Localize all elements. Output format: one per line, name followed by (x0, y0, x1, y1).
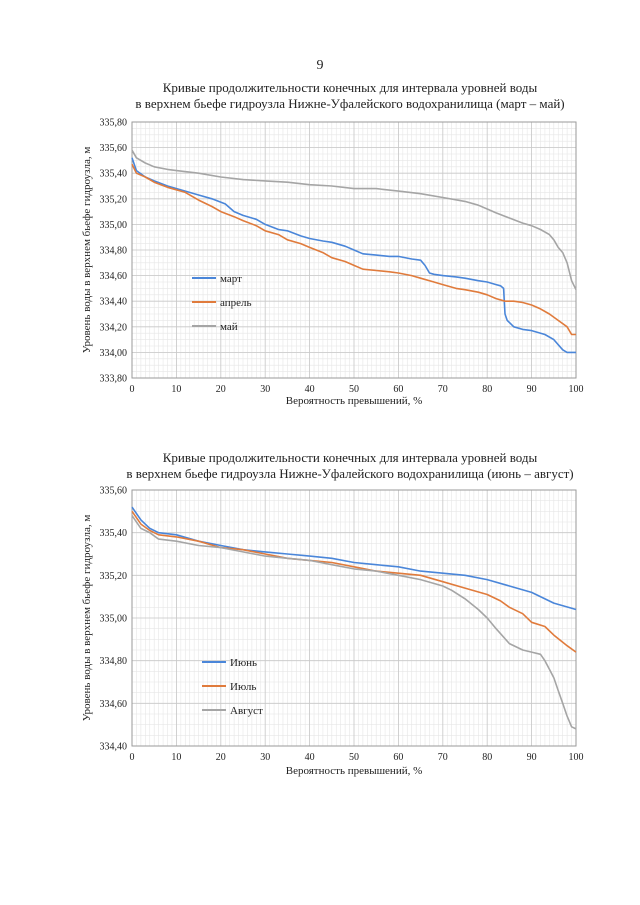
legend: Июнь Июль Август (202, 657, 263, 717)
y-tick-label: 335,20 (100, 194, 128, 205)
y-axis-title: Уровень воды в верхнем бьефе гидроузла, … (81, 147, 93, 354)
plot-area-border (131, 489, 577, 747)
chart-title-line-2: в верхнем бьефе гидроузла Нижне-Уфалейск… (126, 466, 574, 481)
x-tick-label: 100 (569, 752, 584, 763)
y-tick-label: 335,40 (100, 528, 128, 539)
x-tick-label: 10 (171, 752, 181, 763)
chart-title-line-1: Кривые продолжительности конечных для ин… (162, 80, 538, 95)
series-line-2 (131, 163, 576, 336)
x-tick-label: 70 (438, 384, 448, 395)
x-tick-label: 30 (260, 752, 270, 763)
chart-title: Кривые продолжительности конечных для ин… (70, 80, 630, 112)
series-line-3 (131, 515, 577, 730)
x-tick-label: 0 (130, 384, 135, 395)
chart-title-line-1: Кривые продолжительности конечных для ин… (162, 450, 538, 465)
x-tick-label: 90 (527, 384, 537, 395)
legend-label-2: Июль (230, 681, 256, 693)
x-tick-label: 0 (130, 752, 135, 763)
y-axis-title: Уровень воды в верхнем бьефе гидроузла, … (81, 515, 93, 722)
legend-label-3: май (220, 321, 238, 333)
gridlines (131, 121, 577, 379)
chart-march-may: Кривые продолжительности конечных для ин… (70, 80, 630, 450)
x-tick-label: 70 (438, 752, 448, 763)
x-tick-label: 80 (482, 752, 492, 763)
x-tick-label: 60 (393, 384, 403, 395)
x-tick-label: 50 (349, 752, 359, 763)
x-tick-label: 40 (305, 752, 315, 763)
x-axis-title: Вероятность превышений, % (286, 395, 423, 407)
y-tick-label: 334,60 (100, 699, 128, 710)
plot-area-border (131, 121, 577, 379)
y-tick-label: 334,20 (100, 322, 128, 333)
y-tick-label: 335,60 (100, 486, 128, 497)
x-tick-label: 90 (527, 752, 537, 763)
chart-june-august: Кривые продолжительности конечных для ин… (70, 450, 630, 822)
page-number: 9 (316, 58, 324, 73)
x-tick-label: 20 (216, 384, 226, 395)
x-tick-label: 50 (349, 384, 359, 395)
legend: март апрель май (192, 273, 252, 333)
chart-title-line-2: в верхнем бьефе гидроузла Нижне-Уфалейск… (135, 96, 565, 111)
series-line-1 (131, 506, 577, 611)
y-tick-label: 335,00 (100, 220, 128, 231)
gridlines (131, 489, 577, 747)
chart-title: Кривые продолжительности конечных для ин… (70, 450, 630, 482)
x-tick-label: 10 (171, 384, 181, 395)
y-tick-label: 335,20 (100, 571, 128, 582)
x-tick-label: 80 (482, 384, 492, 395)
y-tick-label: 335,80 (100, 118, 128, 129)
y-tick-label: 334,60 (100, 271, 128, 282)
x-tick-label: 40 (305, 384, 315, 395)
x-axis-title: Вероятность превышений, % (286, 765, 423, 777)
y-tick-label: 335,40 (100, 169, 128, 180)
x-tick-label: 20 (216, 752, 226, 763)
y-tick-label: 334,00 (100, 348, 128, 359)
x-tick-label: 60 (393, 752, 403, 763)
y-tick-label: 334,80 (100, 246, 128, 257)
legend-label-1: март (220, 273, 242, 285)
chart-plot-june-august: 0 10 20 30 40 50 60 70 80 90 100 334,40 334,60 334,80… (81, 486, 584, 778)
y-tick-label: 333,80 (100, 374, 128, 385)
y-tick-label: 334,40 (100, 742, 128, 753)
x-tick-label: 100 (569, 384, 584, 395)
legend-label-2: апрель (220, 297, 252, 309)
y-tick-label: 335,60 (100, 143, 128, 154)
chart-plot-march-may: 0 10 20 30 40 50 60 70 80 90 100 333,80 334,00 334,20… (81, 118, 584, 408)
y-tick-label: 334,80 (100, 656, 128, 667)
legend-label-3: Август (230, 705, 263, 717)
series-line-3 (131, 149, 577, 291)
y-tick-label: 334,40 (100, 297, 128, 308)
series-line-1 (131, 157, 576, 354)
y-tick-label: 335,00 (100, 614, 128, 625)
legend-label-1: Июнь (230, 657, 257, 669)
x-tick-label: 30 (260, 384, 270, 395)
